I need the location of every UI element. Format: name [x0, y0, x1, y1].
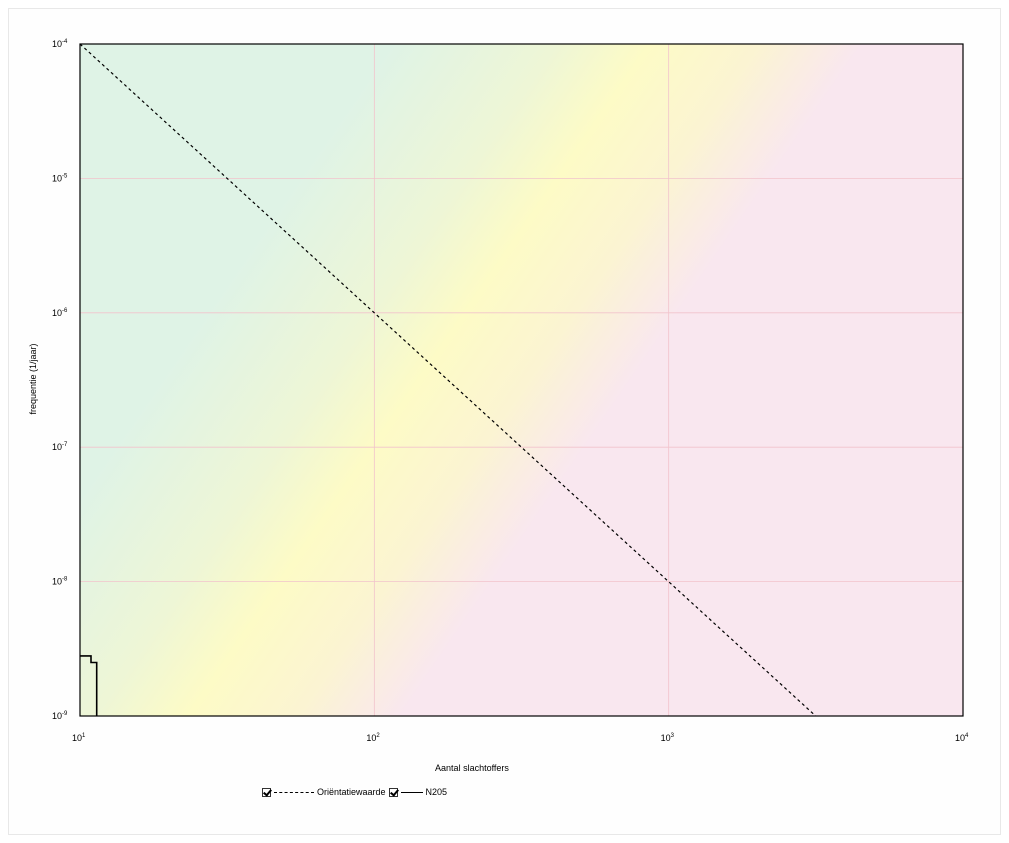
y-tick-exponent: -8 — [62, 577, 68, 583]
y-tick-label: 10-9 — [52, 711, 68, 721]
x-tick-labels: 101 102 103 104 — [72, 733, 969, 743]
x-tick-exponent: 3 — [671, 733, 675, 739]
dashed-line-icon — [274, 791, 314, 793]
y-axis-title: frequentie (1/jaar) — [28, 343, 38, 414]
legend-item-orientatiewaarde[interactable]: Oriëntatiewaarde — [262, 787, 389, 797]
n205-checkbox[interactable] — [388, 787, 398, 797]
legend: Oriëntatiewaarde N205 — [262, 785, 450, 799]
plot-border — [79, 43, 964, 717]
chart-frame: 10-4 10-5 10-6 10-7 10-8 10-9 101 102 103 104 Aa… — [8, 8, 1001, 835]
series-n205 — [80, 655, 98, 716]
y-tick-label: 10-4 — [52, 39, 68, 49]
x-tick-label: 101 — [72, 733, 86, 743]
x-tick-label: 104 — [955, 733, 969, 743]
y-tick-label: 10-5 — [52, 173, 68, 183]
series-ori-ntatiewaarde — [79, 43, 817, 717]
x-tick-exponent: 4 — [965, 733, 969, 739]
plot-background — [80, 44, 963, 716]
y-tick-exponent: -7 — [62, 442, 68, 448]
y-tick-exponent: -5 — [62, 173, 68, 179]
x-tick-label: 102 — [366, 733, 380, 743]
x-tick-label: 103 — [661, 733, 675, 743]
y-tick-exponent: -6 — [62, 308, 68, 314]
legend-label-orientatiewaarde: Oriëntatiewaarde — [317, 787, 386, 797]
legend-item-n205[interactable]: N205 — [388, 787, 451, 797]
x-tick-exponent: 2 — [376, 733, 380, 739]
y-tick-label: 10-7 — [52, 442, 68, 452]
y-tick-exponent: -4 — [62, 39, 68, 45]
legend-label-n205: N205 — [425, 787, 448, 797]
fn-chart: 10-4 10-5 10-6 10-7 10-8 10-9 101 102 103 104 Aa… — [28, 39, 969, 773]
solid-line-icon — [400, 791, 423, 793]
y-tick-exponent: -9 — [62, 711, 68, 717]
orientatiewaarde-checkbox[interactable] — [262, 787, 271, 797]
y-tick-label: 10-8 — [52, 577, 68, 587]
y-tick-labels: 10-4 10-5 10-6 10-7 10-8 10-9 — [52, 39, 68, 721]
series-layer — [79, 43, 817, 717]
y-tick-label: 10-6 — [52, 308, 68, 318]
x-axis-title: Aantal slachtoffers — [435, 763, 509, 773]
x-tick-exponent: 1 — [82, 733, 86, 739]
